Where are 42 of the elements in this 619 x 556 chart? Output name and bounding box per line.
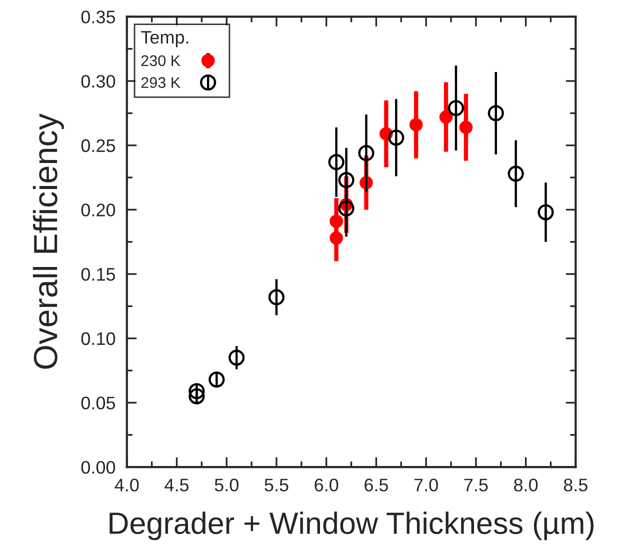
x-tick-label: 5.0 <box>214 478 238 492</box>
point <box>409 118 423 132</box>
y-tick-label: 0.35 <box>81 10 116 24</box>
x-tick-label: 4.0 <box>114 478 139 492</box>
point <box>388 130 404 146</box>
x-tick-label: 7.0 <box>414 478 438 492</box>
y-tick-label: 0.00 <box>81 460 116 474</box>
y-tick-label: 0.30 <box>81 74 116 88</box>
point <box>328 154 344 170</box>
x-tick-label: 4.5 <box>164 478 189 492</box>
x-axis-title: Degrader + Window Thickness (µm) <box>110 512 594 540</box>
point <box>508 166 524 182</box>
x-tick-label: 7.5 <box>464 478 488 492</box>
point <box>338 200 354 216</box>
point <box>448 100 464 116</box>
y-axis-title: Overall Efficiency <box>32 113 64 369</box>
point <box>330 214 343 228</box>
point <box>188 383 205 400</box>
point <box>338 172 354 188</box>
point <box>188 388 205 404</box>
x-tick-label: 8.0 <box>514 478 538 492</box>
y-tick-label: 0.20 <box>81 204 116 216</box>
point <box>268 289 285 306</box>
point <box>439 110 453 124</box>
x-tick-label: 5.5 <box>264 478 288 492</box>
point <box>459 120 473 134</box>
point <box>488 105 504 122</box>
point <box>228 350 245 366</box>
legend-label: 293 K <box>141 77 180 88</box>
point <box>538 204 554 220</box>
y-tick-label: 0.25 <box>81 139 116 152</box>
y-tick-label: 0.15 <box>81 268 116 281</box>
legend-label: 230 K <box>141 55 180 66</box>
legend-title: Temp. <box>141 31 188 48</box>
y-tick-label: 0.10 <box>81 332 116 346</box>
point <box>330 231 343 245</box>
x-tick-label: 8.5 <box>564 478 588 492</box>
x-tick-label: 6.5 <box>364 478 388 492</box>
point <box>208 371 225 388</box>
y-tick-label: 0.05 <box>81 396 116 410</box>
point <box>358 145 374 162</box>
x-tick-label: 6.0 <box>314 478 338 492</box>
